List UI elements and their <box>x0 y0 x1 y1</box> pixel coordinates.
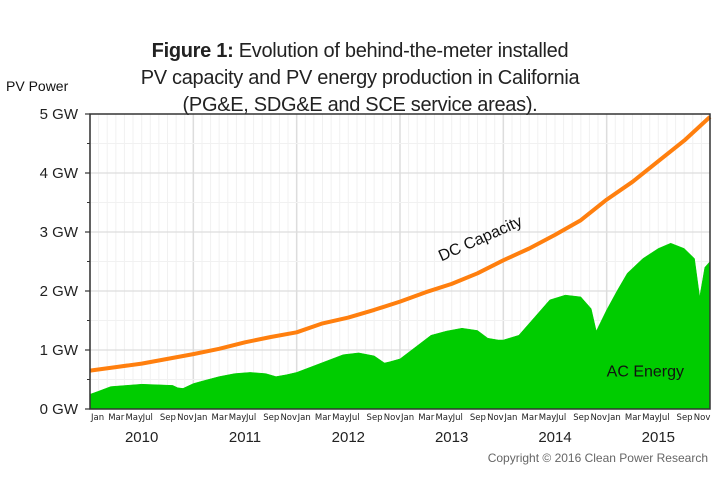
month-tick-label: Sep <box>573 413 589 423</box>
title-figure-label: Figure 1: <box>151 40 234 62</box>
y-tick-label: 0 GW <box>40 401 79 418</box>
month-tick-label: Sep <box>160 413 176 423</box>
month-tick-label: Jul <box>555 413 566 423</box>
y-tick-label: 1 GW <box>40 342 79 359</box>
copyright-text: Copyright © 2016 Clean Power Research <box>487 451 708 465</box>
month-tick-label: May <box>229 413 247 423</box>
month-tick-label: Sep <box>470 413 486 423</box>
month-tick-label: Mar <box>625 413 642 423</box>
month-tick-label: Nov <box>384 413 401 423</box>
month-tick-label: May <box>539 413 557 423</box>
month-tick-label: Jan <box>297 413 311 423</box>
year-tick-label: 2015 <box>642 429 675 446</box>
y-axis-label: PV Power <box>6 78 69 94</box>
month-tick-label: Nov <box>280 413 297 423</box>
month-tick-label: Mar <box>108 413 125 423</box>
month-tick-label: May <box>642 413 660 423</box>
month-tick-label: Jan <box>90 413 104 423</box>
month-tick-label: Jul <box>245 413 256 423</box>
month-tick-label: Nov <box>177 413 194 423</box>
dc-capacity-line <box>89 115 712 373</box>
month-tick-label: Jul <box>142 413 153 423</box>
ac-energy-label: AC Energy <box>607 364 684 381</box>
ac-energy-area <box>89 242 711 410</box>
month-tick-label: Mar <box>418 413 435 423</box>
month-tick-label: May <box>125 413 143 423</box>
year-tick-label: 2013 <box>435 429 468 446</box>
month-tick-label: Jan <box>400 413 414 423</box>
month-tick-label: Sep <box>263 413 279 423</box>
axes <box>85 113 711 410</box>
month-tick-label: Sep <box>677 413 693 423</box>
capacity-series <box>89 115 712 373</box>
title-line-3: (PG&E, SDG&E and SCE service areas). <box>182 94 538 116</box>
y-tick-label: 3 GW <box>40 224 79 241</box>
chart-title: Figure 1: Evolution of behind-the-meter … <box>0 38 720 119</box>
y-tick-label: 4 GW <box>40 165 79 182</box>
month-tick-label: Mar <box>315 413 332 423</box>
month-tick-label: Nov <box>694 413 711 423</box>
y-tick-label: 5 GW <box>40 106 79 123</box>
year-tick-label: 2011 <box>229 429 261 446</box>
title-line-1: Evolution of behind-the-meter installed <box>238 40 569 62</box>
month-tick-label: Jan <box>503 413 517 423</box>
month-tick-label: Mar <box>522 413 539 423</box>
month-tick-label: Mar <box>212 413 229 423</box>
y-tick-label: 2 GW <box>40 283 79 300</box>
title-line-2: PV capacity and PV energy production in … <box>140 67 580 89</box>
month-tick-label: Jul <box>452 413 463 423</box>
month-tick-label: Sep <box>367 413 383 423</box>
month-tick-label: Jan <box>193 413 207 423</box>
month-tick-label: Nov <box>487 413 504 423</box>
month-tick-label: May <box>435 413 453 423</box>
year-tick-label: 2010 <box>125 429 158 446</box>
energy-series <box>89 242 711 410</box>
month-tick-label: May <box>332 413 350 423</box>
year-tick-label: 2014 <box>538 429 571 446</box>
year-tick-label: 2012 <box>332 429 365 446</box>
month-tick-label: Jul <box>658 413 669 423</box>
month-tick-label: Nov <box>590 413 607 423</box>
month-tick-label: Jul <box>348 413 359 423</box>
month-tick-label: Jan <box>607 413 621 423</box>
